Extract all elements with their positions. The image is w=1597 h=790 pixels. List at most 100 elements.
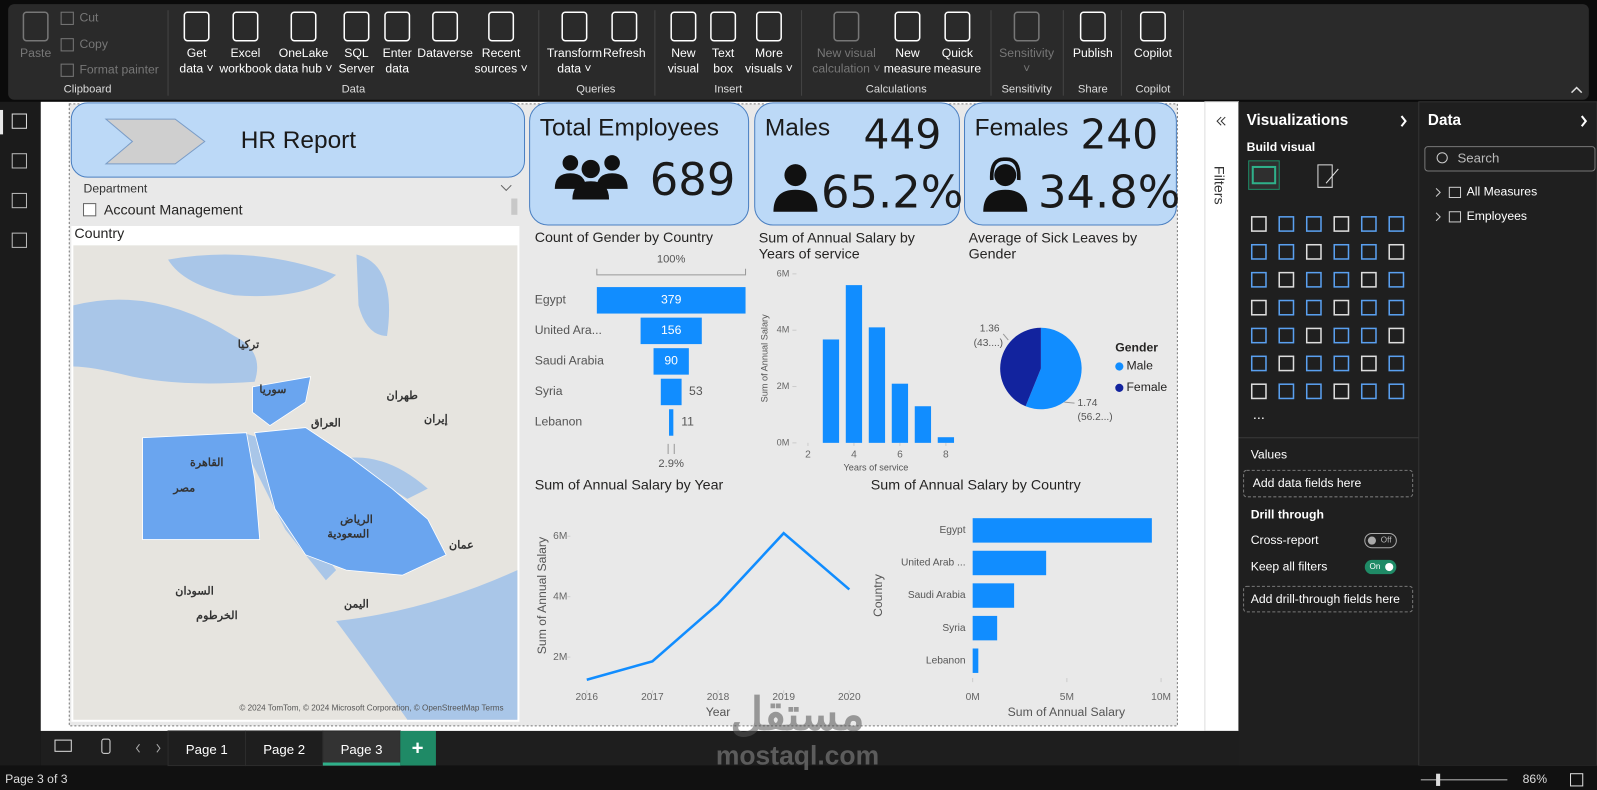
slicer-chevron[interactable] [500,184,512,192]
ribbon-icon[interactable] [232,11,259,42]
visual-type-icon[interactable] [1250,271,1267,288]
visual-type-icon[interactable] [1360,216,1377,232]
funnel-bar[interactable] [660,378,682,406]
table-view-icon[interactable] [11,153,27,169]
visual-type-icon[interactable] [1333,299,1350,316]
visual-type-icon[interactable] [1360,355,1377,372]
format-visual-icon[interactable] [1317,164,1339,188]
fit-page-icon[interactable] [1570,773,1584,787]
visual-type-icon[interactable] [1250,327,1267,344]
ribbon-icon[interactable] [384,11,411,42]
ribbon-icon[interactable] [1139,11,1166,42]
ribbon-small-icon[interactable] [60,38,74,52]
map-country-highlight[interactable] [254,427,447,576]
visual-type-icon[interactable] [1360,243,1377,260]
visual-type-icon[interactable] [1305,243,1322,260]
ribbon-icon[interactable] [944,11,971,42]
bar[interactable] [972,648,979,673]
ribbon-icon[interactable] [22,11,49,42]
next-page[interactable] [156,743,161,753]
visual-type-icon[interactable] [1333,243,1350,260]
funnel-bar[interactable] [596,287,746,314]
zoom-thumb[interactable] [1436,773,1441,786]
drop-zone[interactable] [1243,585,1414,613]
visual-type-icon[interactable] [1250,216,1267,232]
visual-type-icon[interactable] [1250,355,1267,372]
funnel-bar[interactable] [640,317,702,345]
drop-zone[interactable] [1243,469,1414,498]
ribbon-small-icon[interactable] [60,11,74,25]
pane-expand[interactable] [1400,115,1407,127]
visual-type-icon[interactable] [1388,271,1405,288]
visual-type-icon[interactable] [1278,243,1295,260]
ribbon-icon[interactable] [1013,11,1040,42]
page-tab[interactable] [167,730,246,767]
filters-strip[interactable] [1204,101,1239,732]
visual-type-icon[interactable] [1305,327,1322,344]
visual-type-icon[interactable] [1305,216,1322,232]
bar[interactable] [972,615,998,641]
visual-type-icon[interactable] [1333,355,1350,372]
search-box[interactable] [1424,146,1596,172]
visual-type-icon[interactable] [1333,383,1350,400]
visual-type-icon[interactable] [1305,383,1322,400]
model-view-icon[interactable] [11,192,27,209]
visual-type-icon[interactable] [1278,327,1295,344]
bar[interactable] [972,550,1047,576]
bar[interactable] [868,327,886,443]
pie-slice[interactable] [1000,327,1041,407]
bar[interactable] [822,339,840,443]
ribbon-icon[interactable] [183,11,210,42]
visual-type-icon[interactable] [1333,327,1350,344]
filters-expand[interactable] [1216,116,1226,126]
visual-type-icon[interactable] [1360,383,1377,400]
dax-view-icon[interactable] [11,232,27,248]
ribbon-icon[interactable] [432,11,459,42]
bar[interactable] [845,285,863,443]
ribbon-icon[interactable] [710,11,737,42]
visual-type-icon[interactable] [1360,299,1377,316]
tree-chevron[interactable] [1435,212,1441,222]
ribbon-icon[interactable] [833,11,860,42]
ribbon-icon[interactable] [611,11,638,42]
visual-type-icon[interactable] [1278,383,1295,400]
visual-type-icon[interactable] [1388,216,1405,232]
report-view-icon[interactable] [11,113,27,129]
toggle-off[interactable] [1364,532,1397,549]
visual-type-icon[interactable] [1333,216,1350,232]
map-country-highlight[interactable] [252,376,312,427]
pie-slice[interactable] [1025,327,1082,410]
bar[interactable] [972,518,1152,543]
ribbon-icon[interactable] [1079,11,1106,42]
visual-type-icon[interactable] [1388,243,1405,260]
visual-type-icon[interactable] [1388,355,1405,372]
visual-type-icon[interactable] [1388,383,1405,400]
bar[interactable] [891,383,909,443]
desktop-layout-icon[interactable] [54,739,72,752]
visual-type-icon[interactable] [1250,243,1267,260]
pane-expand[interactable] [1580,115,1588,127]
page-tab[interactable] [322,730,401,767]
visual-type-icon[interactable] [1360,327,1377,344]
bar[interactable] [972,583,1015,608]
map-country-highlight[interactable] [142,432,261,540]
slicer-checkbox[interactable] [83,203,97,217]
bar[interactable] [914,406,932,443]
visual-type-icon[interactable] [1278,299,1295,316]
ribbon-icon[interactable] [290,11,317,42]
visual-type-icon[interactable] [1278,355,1295,372]
ribbon-icon[interactable] [343,11,370,42]
ribbon-icon[interactable] [755,11,782,42]
tree-chevron[interactable] [1435,187,1441,197]
visual-type-icon[interactable] [1360,271,1377,288]
ribbon-small-icon[interactable] [60,63,74,77]
visual-type-icon[interactable] [1305,355,1322,372]
mobile-layout-icon[interactable] [101,738,111,754]
prev-page[interactable] [135,743,140,753]
visual-type-icon[interactable] [1278,271,1295,288]
visual-type-icon[interactable] [1388,299,1405,316]
funnel-bar[interactable] [653,348,689,375]
bar[interactable] [937,437,955,443]
ribbon-icon[interactable] [670,11,697,42]
ribbon-icon[interactable] [561,11,588,42]
